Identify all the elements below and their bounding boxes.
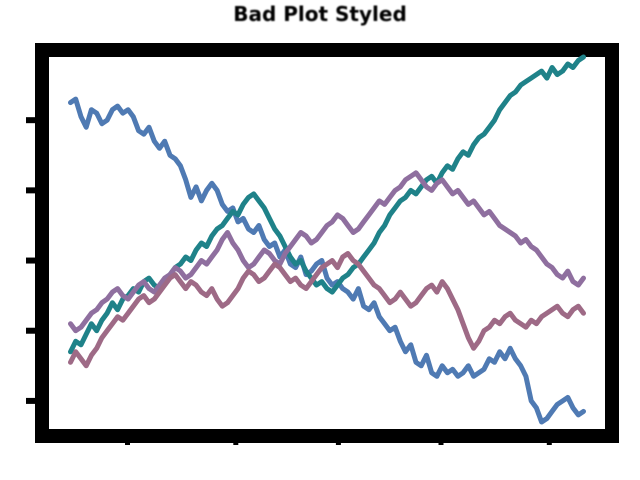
plot-frame	[35, 43, 619, 443]
series-line-4	[68, 251, 586, 369]
axis-ticks	[26, 117, 552, 445]
series-line-3	[68, 170, 586, 334]
chart-title: Bad Plot Styled	[233, 2, 407, 26]
series-group	[68, 54, 586, 425]
plot-area	[35, 43, 619, 443]
series-line-1	[68, 96, 586, 425]
